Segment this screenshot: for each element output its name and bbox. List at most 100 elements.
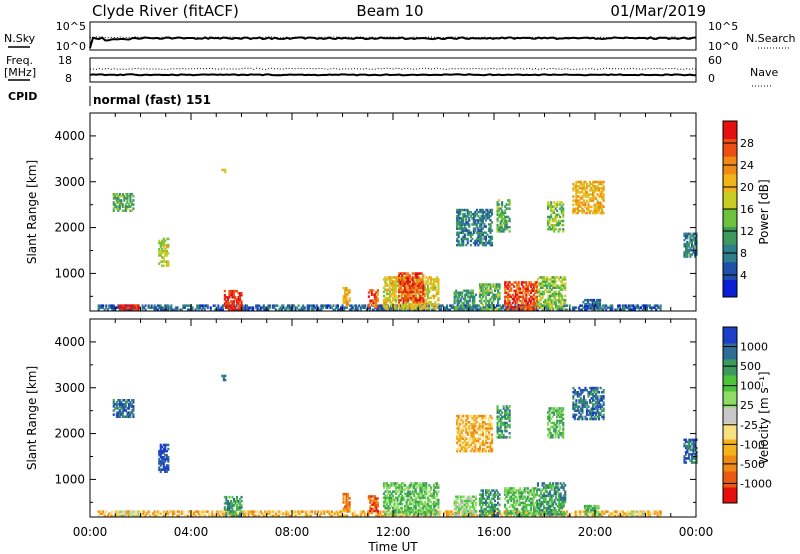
data-cell — [240, 292, 243, 295]
data-cell — [639, 510, 642, 513]
data-cell — [164, 250, 167, 253]
data-cell — [536, 300, 539, 304]
data-cell — [502, 230, 505, 233]
data-cell — [452, 514, 455, 517]
data-cell — [408, 494, 411, 497]
data-cell — [348, 497, 351, 500]
data-cell — [606, 510, 609, 513]
data-cell — [466, 237, 469, 241]
data-cell — [393, 288, 396, 291]
data-cell — [425, 282, 428, 285]
data-cell — [100, 306, 103, 309]
data-cell — [600, 306, 603, 309]
data-cell — [507, 285, 510, 288]
data-cell — [531, 295, 534, 299]
data-cell — [487, 212, 490, 216]
data-cell — [474, 229, 477, 232]
data-cell — [347, 495, 350, 498]
data-cell — [561, 278, 564, 281]
data-cell — [504, 512, 507, 515]
data-cell — [126, 413, 129, 416]
data-cell — [314, 512, 317, 515]
data-cell — [396, 509, 399, 512]
data-cell — [522, 281, 525, 284]
data-cell — [502, 228, 505, 231]
data-cell — [461, 495, 464, 498]
data-cell — [528, 308, 531, 311]
data-cell — [585, 306, 588, 309]
data-cell — [237, 302, 240, 305]
data-cell — [413, 284, 416, 288]
data-cell — [489, 287, 492, 290]
data-cell — [505, 489, 508, 492]
data-cell — [686, 249, 689, 252]
data-cell — [234, 512, 237, 515]
data-cell — [183, 514, 186, 517]
data-cell — [232, 292, 235, 295]
data-cell — [498, 226, 501, 229]
data-cell — [165, 254, 168, 257]
data-cell — [597, 298, 600, 302]
data-cell — [277, 510, 280, 513]
data-cell — [541, 284, 544, 287]
data-cell — [369, 289, 372, 292]
data-cell — [384, 496, 387, 500]
data-cell — [550, 494, 553, 497]
data-cell — [432, 484, 435, 487]
data-cell — [483, 289, 486, 292]
data-cell — [528, 281, 531, 284]
data-cell — [293, 304, 296, 307]
data-cell — [143, 510, 146, 513]
data-cell — [459, 217, 462, 220]
data-cell — [402, 482, 405, 485]
data-cell — [375, 499, 378, 502]
data-cell — [602, 197, 605, 200]
data-cell — [531, 514, 534, 517]
data-cell — [177, 514, 180, 517]
data-cell — [402, 301, 405, 304]
data-cell — [486, 509, 489, 513]
data-cell — [111, 304, 114, 307]
data-cell — [389, 286, 392, 289]
data-cell — [596, 193, 599, 196]
data-cell — [208, 512, 211, 515]
data-cell — [407, 305, 410, 308]
data-cell — [529, 291, 532, 294]
data-cell — [393, 298, 396, 302]
data-cell — [497, 291, 500, 294]
data-cell — [646, 510, 649, 513]
data-cell — [117, 403, 120, 406]
data-cell — [478, 210, 481, 214]
data-cell — [556, 482, 559, 485]
data-cell — [494, 289, 497, 292]
data-cell — [239, 300, 242, 303]
data-cell — [478, 239, 481, 243]
data-cell — [459, 306, 462, 309]
data-cell — [112, 207, 115, 210]
data-cell — [536, 506, 539, 510]
data-cell — [553, 486, 556, 489]
data-cell — [457, 235, 460, 239]
data-cell — [528, 491, 531, 494]
data-cell — [514, 489, 517, 492]
data-cell — [549, 290, 552, 294]
data-cell — [548, 228, 551, 231]
data-cell — [434, 486, 437, 489]
data-cell — [247, 306, 250, 309]
data-cell — [480, 210, 483, 214]
data-cell — [425, 511, 428, 514]
data-cell — [695, 245, 698, 248]
data-cell — [489, 239, 492, 243]
data-cell — [574, 510, 577, 513]
data-cell — [544, 488, 547, 491]
data-cell — [379, 304, 382, 307]
data-cell — [486, 505, 489, 509]
data-cell — [217, 514, 220, 517]
data-cell — [262, 304, 265, 307]
data-cell — [386, 514, 389, 517]
data-cell — [405, 280, 408, 283]
data-cell — [469, 233, 472, 236]
data-cell — [400, 308, 403, 311]
data-cell — [132, 203, 135, 206]
data-cell — [611, 304, 614, 307]
